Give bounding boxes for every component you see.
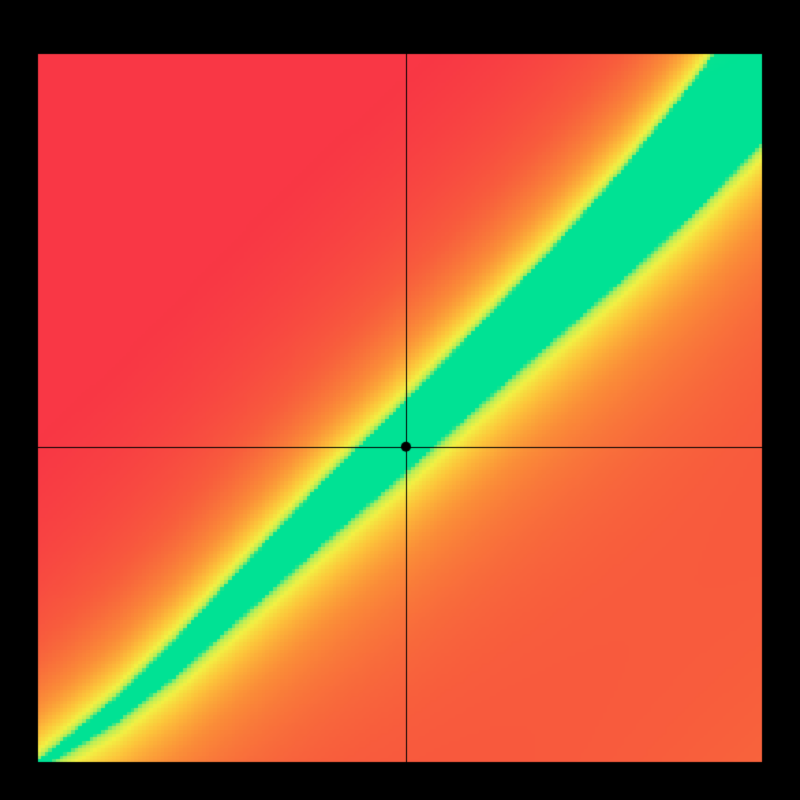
chart-container: TheBottleneck.com bbox=[0, 0, 800, 800]
heatmap-canvas bbox=[0, 0, 800, 800]
